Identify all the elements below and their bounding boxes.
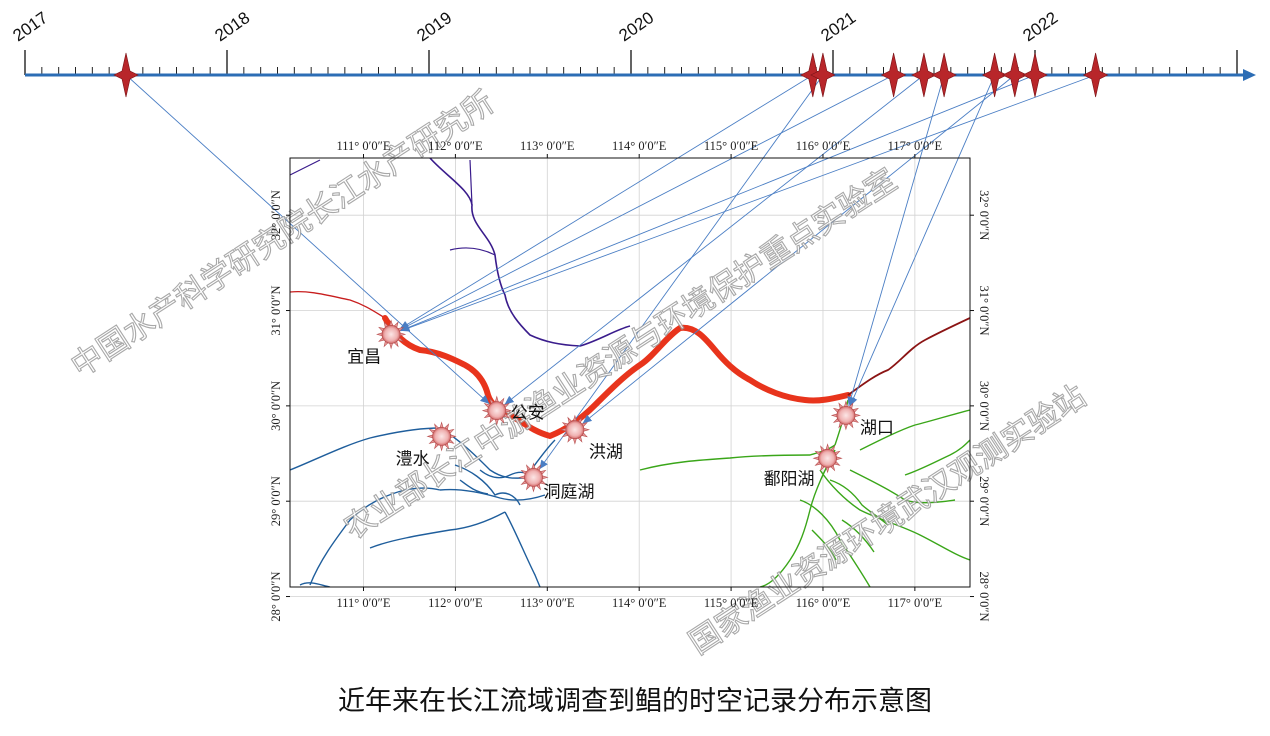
latitude-label: 29° 0′0″N xyxy=(269,476,283,526)
timeline-event-star-icon xyxy=(981,52,1008,98)
timeline-year-label: 2022 xyxy=(1019,8,1061,45)
site-marker-sun-icon xyxy=(559,414,590,445)
latitude-label: 31° 0′0″N xyxy=(269,285,283,335)
site-label: 鄱阳湖 xyxy=(764,469,815,489)
timeline-connector xyxy=(504,74,925,405)
timeline-event-star-icon xyxy=(1082,52,1109,98)
site-marker-sun-icon xyxy=(812,443,843,474)
timeline-event-star-icon xyxy=(911,52,937,98)
longitude-label: 117° 0′0″E xyxy=(888,596,943,610)
timeline-event-star-icon xyxy=(1002,52,1028,98)
site-marker-sun-icon xyxy=(376,319,407,350)
longitude-label: 112° 0′0″E xyxy=(428,596,483,610)
site-label: 公安 xyxy=(511,404,545,424)
latitude-label: 30° 0′0″N xyxy=(977,381,991,431)
poyang-lake-system xyxy=(639,399,970,587)
figure-caption: 近年来在长江流域调查到鲳的时空记录分布示意图 xyxy=(338,686,932,717)
timeline-connector xyxy=(400,74,1036,332)
timeline: 2017 2018 2019 2020 2021 2022 xyxy=(9,8,1256,81)
site-label: 洞庭湖 xyxy=(544,482,595,502)
timeline-year-labels: 2017 2018 2019 2020 2021 2022 xyxy=(9,8,1061,45)
timeline-event-star-icon xyxy=(810,52,836,98)
longitude-label: 113° 0′0″E xyxy=(520,139,575,153)
longitude-label: 111° 0′0″E xyxy=(336,596,390,610)
longitude-label: 112° 0′0″E xyxy=(428,139,483,153)
timeline-event-star-icon xyxy=(880,52,907,98)
latitude-label: 29° 0′0″N xyxy=(977,476,991,526)
site-label: 宜昌 xyxy=(347,347,381,367)
timeline-year-label: 2017 xyxy=(9,8,51,45)
latitude-labels-left: 28° 0′0″N 29° 0′0″N 30° 0′0″N 31° 0′0″N 32° … xyxy=(269,190,283,621)
longitude-label: 114° 0′0″E xyxy=(612,139,667,153)
timeline-event-star-icon xyxy=(931,52,957,98)
map: 中国水产科学研究院长江水产研究所 农业部长江中游渔业资源与环境保护重点实验室 国… xyxy=(64,74,1096,662)
lower-yangtze xyxy=(847,317,970,396)
site-label: 湖口 xyxy=(860,418,894,438)
timeline-year-label: 2021 xyxy=(817,8,859,45)
timeline-connector xyxy=(849,74,996,407)
longitude-label: 116° 0′0″E xyxy=(796,139,851,153)
longitude-label: 115° 0′0″E xyxy=(704,139,759,153)
timeline-connector xyxy=(400,74,1096,332)
longitude-labels-bottom: 111° 0′0″E 112° 0′0″E 113° 0′0″E 114° 0′0″E… xyxy=(336,596,942,610)
site-marker-sun-icon xyxy=(481,395,512,426)
site-label: 洪湖 xyxy=(589,443,623,463)
site-marker-sun-icon xyxy=(518,462,549,493)
longitude-label: 115° 0′0″E xyxy=(704,596,759,610)
timeline-event-markers xyxy=(113,52,1109,98)
timeline-connectors xyxy=(125,74,1096,470)
map-frame xyxy=(289,157,971,588)
yangtze-river xyxy=(382,315,851,439)
latitude-label: 30° 0′0″N xyxy=(269,381,283,431)
timeline-year-label: 2020 xyxy=(615,8,657,45)
timeline-year-label: 2019 xyxy=(413,8,455,45)
timeline-ticks xyxy=(24,50,1238,75)
han-tributary xyxy=(290,159,496,256)
longitude-label: 117° 0′0″E xyxy=(888,139,943,153)
longitude-label: 113° 0′0″E xyxy=(520,596,575,610)
timeline-connector xyxy=(582,74,1016,424)
latitude-labels-right: 28° 0′0″N 29° 0′0″N 30° 0′0″N 31° 0′0″N 32° … xyxy=(977,190,991,621)
upper-yangtze xyxy=(290,290,386,319)
longitude-label: 116° 0′0″E xyxy=(796,596,851,610)
site-marker-sun-icon xyxy=(830,400,861,431)
timeline-connector xyxy=(125,74,490,405)
timeline-event-star-icon xyxy=(1022,52,1048,98)
site-marker-sun-icon xyxy=(426,421,457,452)
longitude-label: 114° 0′0″E xyxy=(612,596,667,610)
latitude-label: 28° 0′0″N xyxy=(269,571,283,621)
timeline-connector xyxy=(399,74,894,331)
timeline-connector xyxy=(538,74,824,470)
latitude-label: 32° 0′0″N xyxy=(977,190,991,240)
longitude-labels-top: 111° 0′0″E 112° 0′0″E 113° 0′0″E 114° 0′0″E… xyxy=(336,139,942,153)
map-axis-ticks xyxy=(286,154,974,598)
site-label: 澧水 xyxy=(396,449,430,469)
timeline-connector xyxy=(399,74,814,330)
timeline-event-star-icon xyxy=(113,52,139,98)
latitude-label: 31° 0′0″N xyxy=(977,285,991,335)
latitude-label: 28° 0′0″N xyxy=(977,571,991,621)
longitude-label: 111° 0′0″E xyxy=(336,139,390,153)
timeline-connector xyxy=(847,74,945,406)
latitude-label: 32° 0′0″N xyxy=(269,190,283,240)
timeline-year-label: 2018 xyxy=(211,8,253,45)
timeline-arrow-icon xyxy=(1243,69,1256,81)
